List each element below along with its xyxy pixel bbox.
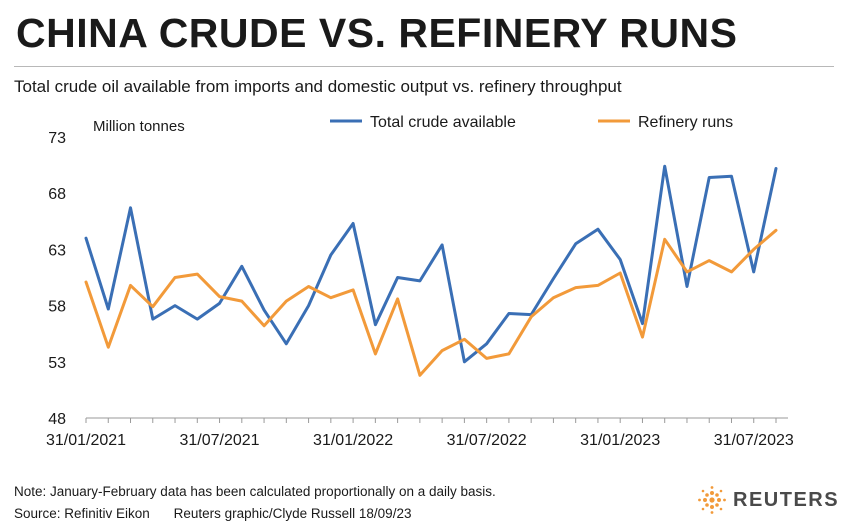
legend-label: Total crude available — [370, 114, 516, 131]
credit-text: Reuters graphic/Clyde Russell 18/09/23 — [173, 506, 412, 521]
y-tick-label: 58 — [48, 299, 66, 316]
series-lines — [84, 164, 778, 377]
y-tick-label: 53 — [48, 355, 66, 372]
x-tick-label: 31/07/2023 — [714, 432, 794, 449]
source-text: Source: Refinitiv Eikon — [14, 506, 150, 521]
chart-title: CHINA CRUDE VS. REFINERY RUNS — [16, 10, 738, 56]
brand-name: REUTERS — [733, 488, 840, 511]
footnote: Note: January-February data has been cal… — [14, 484, 496, 499]
chart-legend: Total crude available Refinery runs — [330, 114, 733, 131]
y-tick-label: 48 — [48, 411, 66, 428]
x-tick-label: 31/01/2022 — [313, 432, 393, 449]
x-axis — [85, 417, 788, 423]
reuters-brand: REUTERS — [697, 485, 839, 515]
x-tick-label: 31/07/2022 — [447, 432, 527, 449]
y-tick-label: 73 — [48, 130, 66, 147]
reuters-logo-icon — [698, 486, 726, 514]
x-axis-ticks: 31/01/2021 31/07/2021 31/01/2022 31/07/2022… — [46, 432, 794, 449]
y-tick-label: 68 — [48, 186, 66, 203]
title-divider — [14, 66, 834, 67]
source-line: Source: Refinitiv Eikon Reuters graphic/… — [14, 506, 411, 521]
chart-subtitle: Total crude oil available from imports a… — [14, 77, 622, 96]
legend-label: Refinery runs — [638, 114, 733, 131]
series-line-total-crude — [84, 164, 778, 364]
y-tick-label: 63 — [48, 242, 66, 259]
x-tick-label: 31/01/2023 — [580, 432, 660, 449]
y-axis-unit-label: Million tonnes — [93, 118, 185, 135]
x-tick-label: 31/01/2021 — [46, 432, 126, 449]
x-tick-label: 31/07/2021 — [180, 432, 260, 449]
series-line-refinery-runs — [84, 228, 778, 377]
y-axis-ticks: 48 53 58 63 68 73 — [48, 130, 66, 428]
